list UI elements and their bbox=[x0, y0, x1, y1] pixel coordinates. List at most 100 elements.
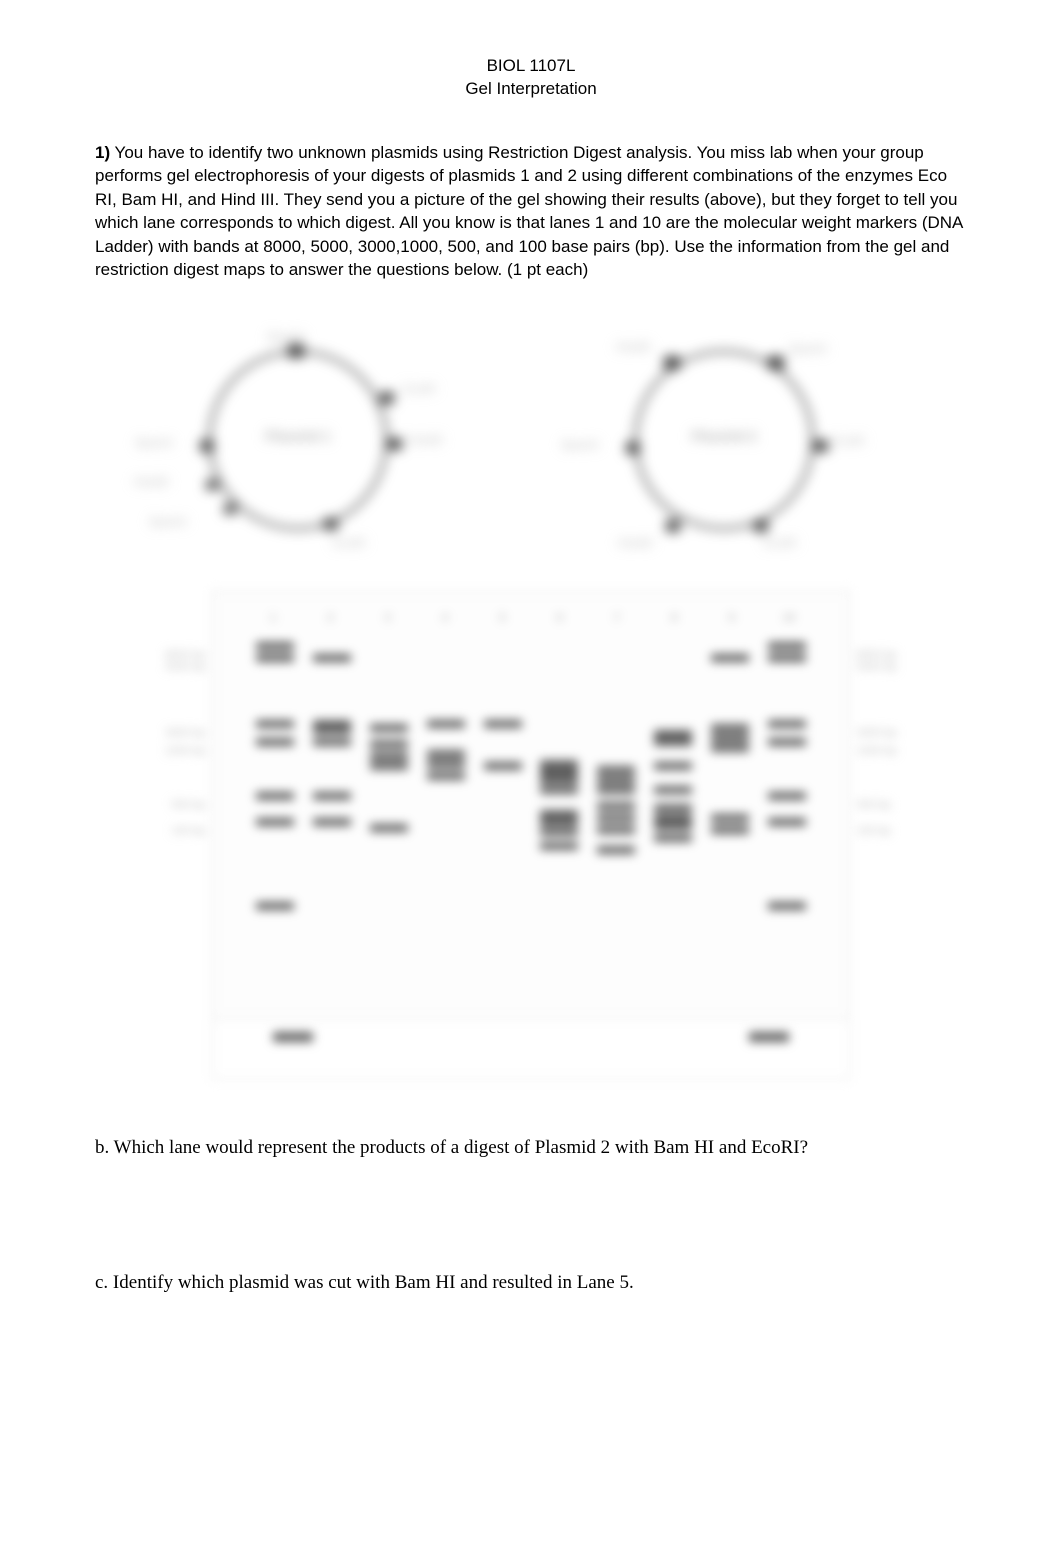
plasmid-2-site-label: BamHI bbox=[562, 438, 599, 452]
lane-header: 4 bbox=[425, 612, 465, 624]
ladder-label: 100 bp bbox=[171, 826, 205, 837]
gel-band bbox=[484, 720, 522, 728]
gel-band bbox=[768, 818, 806, 826]
gel-lane bbox=[424, 642, 468, 998]
plasmid-1-site-label: HindIII bbox=[408, 433, 443, 447]
page-header: BIOL 1107L Gel Interpretation bbox=[95, 55, 967, 101]
gel-lanes bbox=[253, 642, 809, 998]
plasmid-2-site-marker bbox=[666, 520, 680, 532]
gel-band bbox=[427, 720, 465, 728]
gel-band bbox=[540, 760, 578, 768]
question-1-label: 1) bbox=[95, 143, 110, 162]
plasmid-1-site-label: BamHI bbox=[268, 330, 305, 344]
gel-bottom-bar bbox=[211, 1020, 851, 1080]
course-code: BIOL 1107L bbox=[95, 55, 967, 78]
plasmid-diagram-row: Plasmid 1 BamHI EcoRI HindIII EcoRI BamHI Hin… bbox=[95, 320, 967, 560]
ladder-label: 500 bp bbox=[171, 800, 205, 811]
gel-band bbox=[654, 834, 692, 842]
gel-band bbox=[768, 738, 806, 746]
gel-band bbox=[256, 642, 294, 650]
gel-band bbox=[540, 776, 578, 784]
page-title: Gel Interpretation bbox=[95, 78, 967, 101]
ladder-label: 100 bp bbox=[857, 826, 891, 837]
gel-band bbox=[654, 822, 692, 830]
plasmid-1-diagram: Plasmid 1 BamHIEcoRIHindIIIEcoRIBamHIHin… bbox=[128, 320, 508, 560]
plasmid-1-site-marker bbox=[224, 504, 236, 514]
gel-band bbox=[370, 824, 408, 832]
question-1b: b. Which lane would represent the produc… bbox=[95, 1135, 967, 1161]
gel-band bbox=[370, 740, 408, 748]
plasmid-1-site-label: BamHI bbox=[150, 515, 187, 529]
gel-band bbox=[256, 818, 294, 826]
plasmid-2-diagram: Plasmid 2 HindIIIBamHIEcoRIEcoRIHindIIIB… bbox=[554, 320, 934, 560]
gel-band bbox=[654, 814, 692, 822]
ladder-label: 3000 bp bbox=[857, 728, 897, 739]
gel-lane bbox=[367, 642, 411, 998]
gel-band bbox=[427, 750, 465, 758]
gel-bottom-mark-left bbox=[273, 1032, 313, 1042]
gel-lane bbox=[537, 642, 581, 998]
gel-band bbox=[597, 802, 635, 810]
gel-box: 12345678910 bbox=[211, 590, 851, 1020]
lane-headers: 12345678910 bbox=[253, 612, 809, 624]
gel-band bbox=[711, 734, 749, 742]
lane-header: 10 bbox=[769, 612, 809, 624]
gel-band bbox=[768, 902, 806, 910]
gel-band bbox=[313, 726, 351, 734]
gel-band bbox=[768, 654, 806, 662]
ladder-label: 500 bp bbox=[857, 800, 891, 811]
gel-band bbox=[313, 792, 351, 800]
gel-band bbox=[256, 654, 294, 662]
plasmid-2-site-marker bbox=[664, 356, 680, 370]
gel-lane bbox=[253, 642, 297, 998]
gel-band bbox=[597, 826, 635, 834]
gel-band bbox=[540, 842, 578, 850]
gel-band bbox=[540, 828, 578, 836]
plasmid-2-site-label: EcoRI bbox=[764, 536, 797, 550]
gel-band bbox=[313, 738, 351, 746]
lane-header: 5 bbox=[482, 612, 522, 624]
plasmid-2-site-label: HindIII bbox=[616, 340, 651, 354]
gel-band bbox=[654, 804, 692, 812]
plasmid-2-site-label: BamHI bbox=[790, 342, 827, 356]
gel-band bbox=[768, 792, 806, 800]
plasmid-1-name: Plasmid 1 bbox=[238, 428, 358, 444]
gel-band bbox=[711, 744, 749, 752]
lane-header: 9 bbox=[712, 612, 752, 624]
question-1c: c. Identify which plasmid was cut with B… bbox=[95, 1270, 967, 1296]
gel-band bbox=[540, 818, 578, 826]
gel-band bbox=[597, 846, 635, 854]
ladder-left-labels: 8000 bp5000 bp3000 bp1000 bp500 bp100 bp bbox=[141, 650, 205, 1010]
ladder-label: 3000 bp bbox=[165, 728, 205, 739]
gel-band bbox=[256, 792, 294, 800]
gel-band bbox=[484, 762, 522, 770]
gel-lane bbox=[651, 642, 695, 998]
gel-band bbox=[313, 654, 351, 662]
gel-lane bbox=[310, 642, 354, 998]
plasmid-2-site-marker bbox=[626, 442, 640, 454]
gel-lane bbox=[594, 642, 638, 998]
lane-header: 2 bbox=[310, 612, 350, 624]
ladder-right-labels: 8000 bp5000 bp3000 bp1000 bp500 bp100 bp bbox=[857, 650, 921, 1010]
ladder-label: 5000 bp bbox=[857, 662, 897, 673]
gel-band bbox=[654, 762, 692, 770]
gel-lane bbox=[481, 642, 525, 998]
plasmid-1-site-label: EcoRI bbox=[333, 536, 366, 550]
gel-band bbox=[597, 766, 635, 774]
gel-band bbox=[711, 814, 749, 822]
plasmid-1-site-label: EcoRI bbox=[403, 382, 436, 396]
gel-lane bbox=[765, 642, 809, 998]
gel-band bbox=[654, 738, 692, 746]
gel-figure: 8000 bp5000 bp3000 bp1000 bp500 bp100 bp… bbox=[95, 590, 967, 1080]
plasmid-2-site-label: EcoRI bbox=[832, 434, 865, 448]
ladder-label: 8000 bp bbox=[857, 650, 897, 661]
gel-band bbox=[711, 654, 749, 662]
plasmid-2-site-label: HindIII bbox=[618, 536, 653, 550]
plasmid-2-site-marker bbox=[768, 356, 784, 370]
plasmid-2-site-marker bbox=[754, 520, 768, 532]
question-1-body: 1) You have to identify two unknown plas… bbox=[95, 141, 967, 282]
ladder-label: 5000 bp bbox=[165, 662, 205, 673]
lane-header: 1 bbox=[253, 612, 293, 624]
plasmid-1-site-marker bbox=[324, 518, 338, 530]
gel-band bbox=[256, 720, 294, 728]
